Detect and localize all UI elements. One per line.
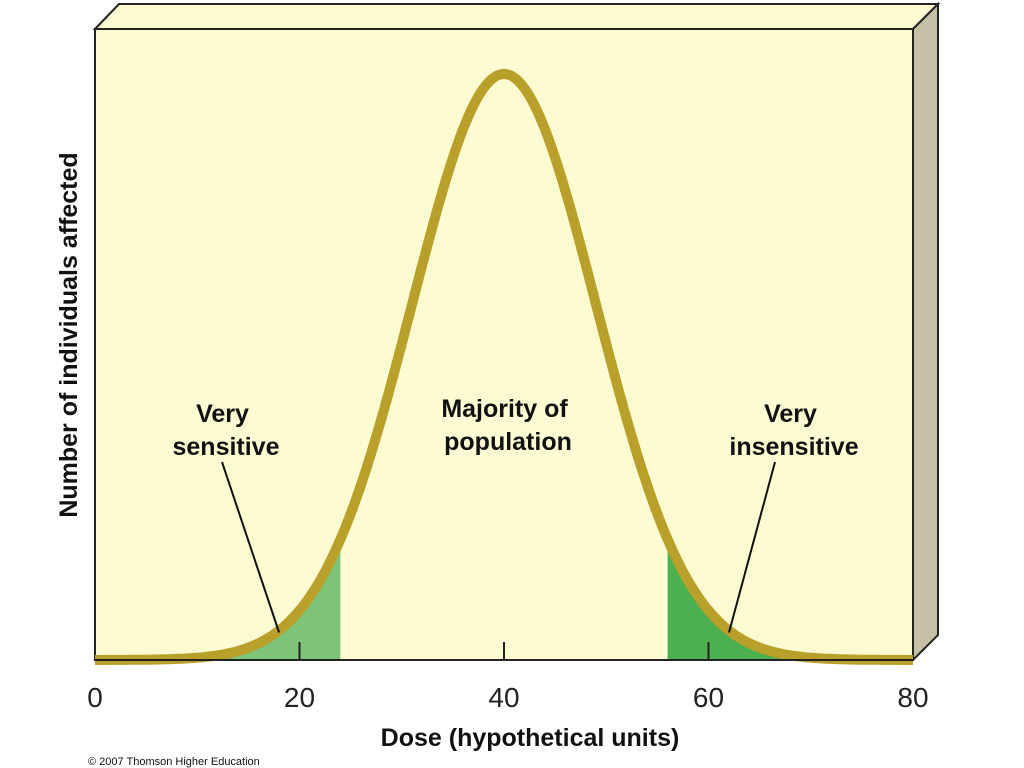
x-tick-label-40: 40 [488, 682, 519, 713]
leader-line-very-sensitive [221, 461, 281, 633]
x-tick-label-0: 0 [87, 682, 103, 713]
x-axis-ticks: 0 20 40 60 80 [87, 642, 929, 713]
shaded-region-1 [95, 539, 341, 660]
plot-area [94, 28, 914, 661]
x-tick-label-20: 20 [284, 682, 315, 713]
x-tick-label-80: 80 [897, 682, 928, 713]
shaded-region-2 [667, 539, 913, 660]
y-axis-title: Number of individuals affected [55, 152, 83, 517]
distribution-curve [92, 69, 916, 665]
box-side-face [912, 1, 939, 663]
copyright-notice: © 2007 Thomson Higher Education [88, 756, 260, 768]
x-axis-title: Dose (hypothetical units) [381, 724, 680, 752]
annotation-very-insensitive: Very insensitive [729, 400, 858, 461]
leader-line-very-insensitive [728, 461, 776, 633]
x-tick-label-60: 60 [693, 682, 724, 713]
shaded-regions [95, 539, 913, 660]
annotation-majority-of-population: Majority of population [441, 395, 574, 456]
box-top-face [92, 3, 941, 30]
annotation-very-sensitive: Very sensitive [172, 400, 279, 461]
